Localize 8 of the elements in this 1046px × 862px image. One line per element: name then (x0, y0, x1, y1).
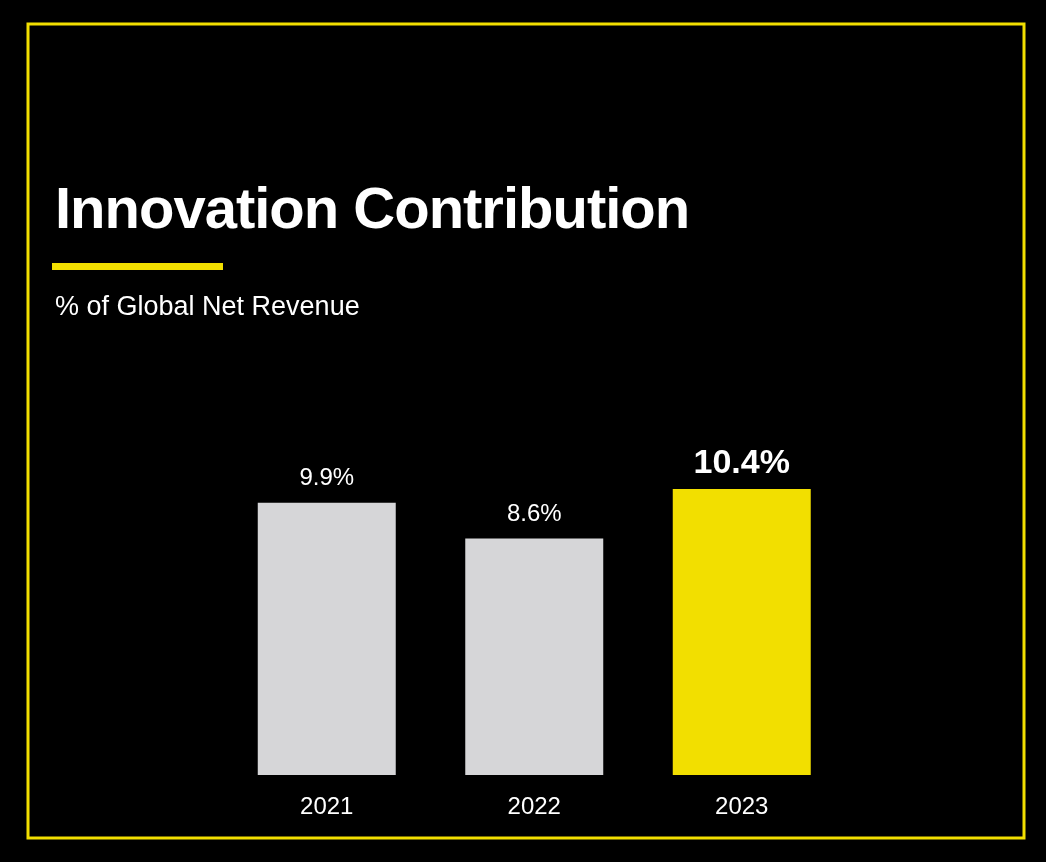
data-label: 8.6% (506, 498, 562, 526)
chart-subtitle: % of Global Net Revenue (55, 291, 360, 321)
chart-title: Innovation Contribution (55, 175, 690, 240)
data-label: 9.9% (299, 462, 355, 490)
x-tick-label: 2022 (507, 792, 561, 819)
x-tick-label: 2021 (300, 792, 354, 819)
data-label: 10.4% (693, 442, 790, 480)
x-tick-label: 2023 (715, 792, 769, 819)
